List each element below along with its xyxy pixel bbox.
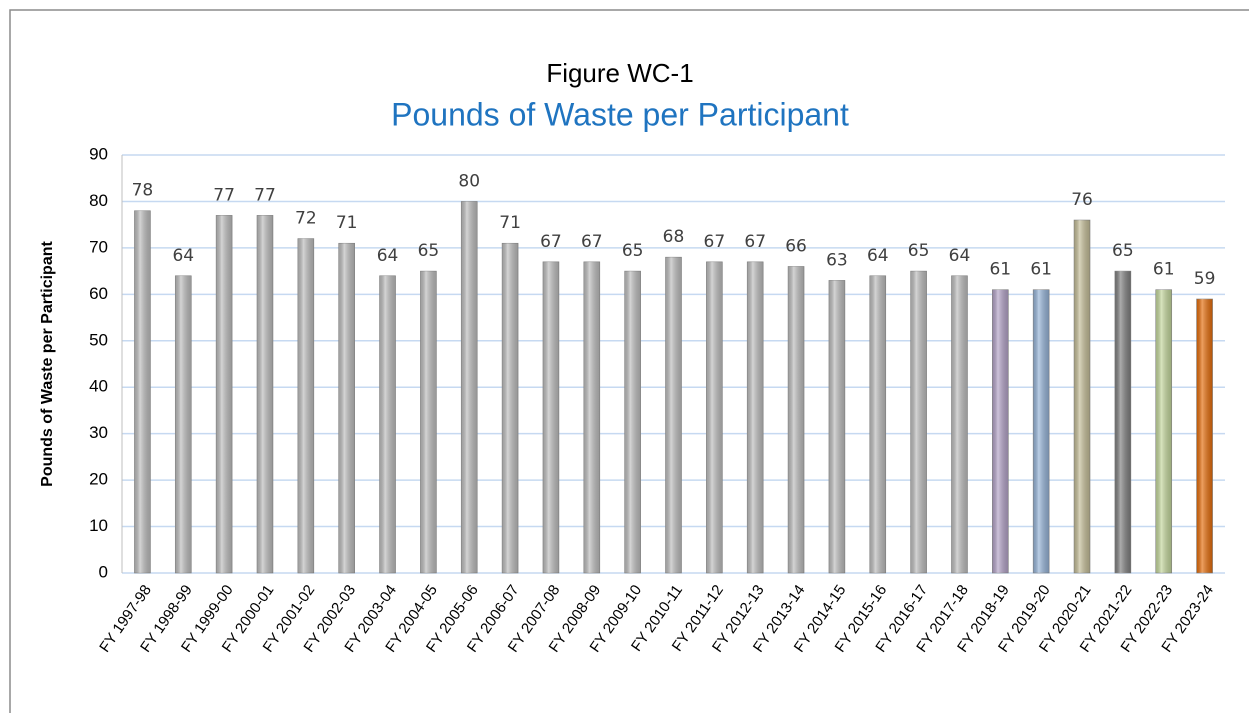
data-label: 65 — [622, 241, 644, 261]
data-label: 68 — [663, 227, 685, 247]
data-label: 78 — [132, 181, 154, 201]
bar-shine — [1196, 298, 1213, 573]
data-label: 64 — [172, 246, 194, 266]
bar-shine — [665, 257, 682, 573]
data-label: 80 — [458, 171, 480, 191]
chart-border — [9, 9, 1249, 713]
bar-shine — [461, 201, 478, 573]
data-label: 72 — [295, 209, 317, 229]
bar-shine — [542, 261, 559, 573]
y-tick-label: 40 — [89, 377, 108, 396]
bar-shine — [992, 289, 1009, 573]
data-label: 77 — [254, 185, 276, 205]
bar-shine — [338, 243, 355, 573]
chart-title: Figure WC-1 — [546, 58, 693, 88]
data-label: 76 — [1071, 190, 1093, 210]
data-label: 71 — [336, 213, 358, 233]
data-label: 66 — [785, 236, 807, 256]
bar-shine — [420, 271, 437, 573]
y-tick-label: 70 — [89, 237, 108, 256]
bar-shine — [175, 275, 192, 573]
data-label: 77 — [213, 185, 235, 205]
data-label: 64 — [377, 246, 399, 266]
data-label: 63 — [826, 250, 848, 270]
data-label: 67 — [744, 232, 766, 252]
bar-shine — [134, 210, 151, 573]
bar-shine — [1074, 220, 1091, 573]
data-label: 61 — [1030, 260, 1052, 280]
data-label: 59 — [1194, 269, 1216, 289]
data-label: 67 — [704, 232, 726, 252]
data-label: 61 — [989, 260, 1011, 280]
bar-shine — [1155, 289, 1172, 573]
bar-shine — [256, 215, 273, 573]
bar-shine — [869, 275, 886, 573]
y-tick-label: 90 — [89, 144, 108, 163]
bar-shine — [910, 271, 927, 573]
bar-shine — [297, 238, 314, 573]
data-label: 61 — [1153, 260, 1175, 280]
bar-shine — [216, 215, 233, 573]
bar-shine — [1114, 271, 1131, 573]
data-label: 65 — [418, 241, 440, 261]
bar-shine — [502, 243, 519, 573]
y-tick-label: 20 — [89, 470, 108, 489]
bar-shine — [624, 271, 641, 573]
y-tick-label: 0 — [99, 562, 108, 581]
data-label: 67 — [540, 232, 562, 252]
y-tick-label: 60 — [89, 284, 108, 303]
y-tick-label: 10 — [89, 516, 108, 535]
data-label: 71 — [499, 213, 521, 233]
chart-subtitle: Pounds of Waste per Participant — [391, 96, 849, 132]
y-axis-label: Pounds of Waste per Participant — [39, 241, 56, 487]
y-tick-label: 30 — [89, 423, 108, 442]
bar-shine — [1033, 289, 1050, 573]
y-tick-label: 80 — [89, 191, 108, 210]
bar-shine — [706, 261, 723, 573]
bar-shine — [788, 266, 805, 573]
data-label: 65 — [908, 241, 930, 261]
data-label: 67 — [581, 232, 603, 252]
data-label: 64 — [949, 246, 971, 266]
bar-shine — [379, 275, 396, 573]
bar-shine — [583, 261, 600, 573]
y-tick-label: 50 — [89, 330, 108, 349]
bar-shine — [828, 280, 845, 573]
bar-shine — [951, 275, 968, 573]
data-label: 65 — [1112, 241, 1134, 261]
bar-shine — [747, 261, 764, 573]
data-label: 64 — [867, 246, 889, 266]
